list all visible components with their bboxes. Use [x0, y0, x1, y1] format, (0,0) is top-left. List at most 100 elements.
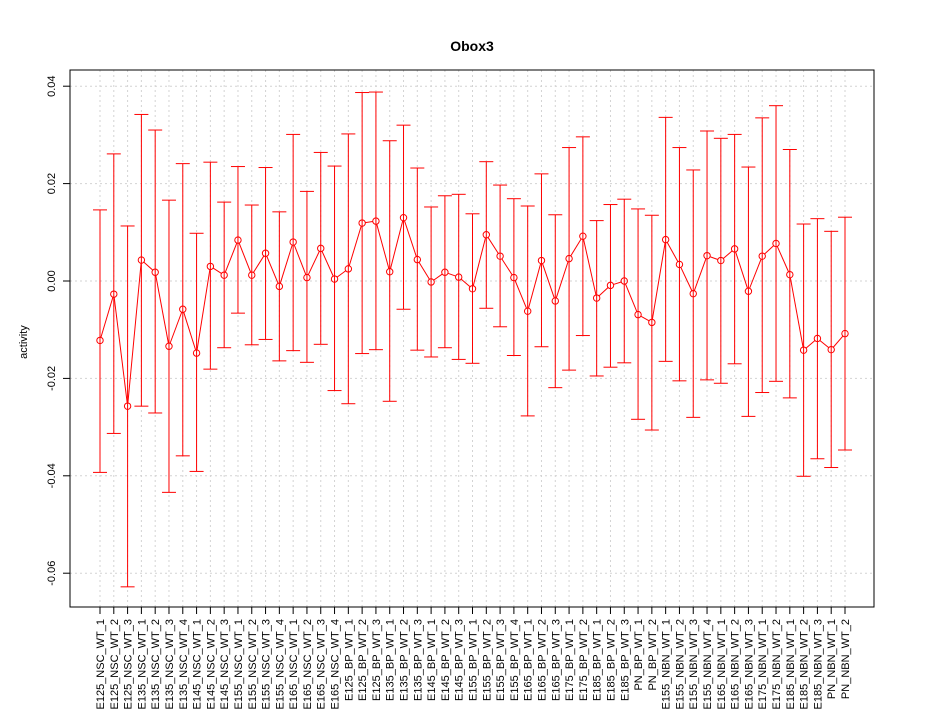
data-point	[317, 244, 325, 253]
series-line-segment	[113, 297, 128, 404]
series-line-segment	[625, 283, 638, 312]
axes-layer: 0.04 0.02 0.00 -0.02 -0.04 -0.06 E125_NSC_WT_1…	[46, 75, 852, 709]
points-layer	[96, 213, 849, 410]
series-line-segment	[514, 280, 527, 309]
series-line-segment	[293, 244, 307, 275]
x-tick-label: PN_BP_WT_1	[633, 619, 645, 691]
data-point	[248, 271, 256, 279]
series-line-segment	[238, 242, 252, 273]
x-tick-label: E185_NBN_WT_2	[799, 619, 811, 710]
data-point	[620, 277, 628, 285]
x-tick-label: E145_NSC_WT_1	[192, 619, 204, 710]
series-line-segment	[776, 246, 789, 272]
x-tick-label: E185_BP_WT_3	[619, 619, 631, 701]
y-tick-label: 0.00	[46, 270, 58, 291]
data-point	[634, 310, 642, 319]
data-point	[303, 273, 311, 282]
x-tick-label: E125_NSC_WT_3	[123, 619, 135, 710]
data-point	[661, 235, 670, 244]
grid-layer	[70, 70, 874, 607]
data-point	[648, 318, 656, 327]
series-line-segment	[819, 340, 830, 349]
data-point	[551, 297, 559, 305]
series-line-segment	[365, 221, 373, 224]
data-point	[565, 254, 573, 263]
data-point	[482, 231, 490, 239]
series-line-segment	[266, 256, 279, 284]
data-point	[399, 213, 408, 222]
series-line-segment	[735, 251, 748, 289]
x-tick-label: E165_NSC_WT_4	[330, 619, 342, 710]
data-point	[675, 260, 684, 269]
y-tick-label: -0.04	[46, 463, 58, 488]
series-line-segment	[501, 258, 513, 276]
x-tick-label: E175_NBN_WT_1	[757, 619, 769, 710]
data-point	[261, 249, 270, 257]
x-tick-label: E165_NSC_WT_3	[316, 619, 328, 710]
series-line-segment	[418, 262, 430, 280]
data-point	[703, 251, 711, 260]
series-line-segment	[598, 287, 609, 297]
series-line-segment	[196, 269, 211, 350]
series-line-segment	[709, 256, 718, 260]
data-point	[717, 256, 725, 265]
data-point	[372, 217, 380, 225]
series-line-segment	[487, 237, 499, 254]
x-tick-label: E155_BP_WT_3	[495, 619, 507, 701]
data-point	[179, 305, 187, 313]
series-line-segment	[336, 270, 347, 278]
data-point	[510, 273, 518, 282]
x-tick-label: E165_NBN_WT_2	[730, 619, 742, 710]
series-line-segment	[832, 335, 844, 348]
data-point	[441, 268, 449, 276]
series-line-layer	[100, 220, 844, 404]
x-tick-label: E145_NSC_WT_3	[219, 619, 231, 710]
x-tick-label: E125_NSC_WT_2	[109, 619, 121, 710]
series-line-segment	[100, 297, 114, 338]
series-line-segment	[376, 224, 390, 269]
x-tick-label: E135_BP_WT_2	[399, 619, 411, 701]
x-tick-label: E155_NBN_WT_4	[702, 619, 714, 710]
series-line-segment	[570, 238, 582, 257]
x-tick-label: E145_NSC_WT_2	[205, 619, 217, 710]
series-line-segment	[555, 261, 569, 299]
x-tick-label: PN_BP_WT_2	[647, 619, 659, 691]
x-tick-label: E135_NSC_WT_2	[150, 619, 162, 710]
data-point	[137, 256, 146, 264]
series-line-segment	[789, 277, 804, 348]
series-line-segment	[749, 258, 762, 289]
x-tick-label: E155_BP_WT_2	[481, 619, 493, 701]
data-point	[841, 329, 849, 338]
series-line-segment	[224, 242, 238, 273]
series-line-segment	[253, 255, 265, 273]
data-point	[413, 255, 422, 264]
data-point	[110, 290, 118, 298]
x-tick-label: E155_NSC_WT_2	[247, 619, 259, 710]
chart-title: Obox3	[450, 38, 494, 54]
x-tick-label: E155_NBN_WT_1	[661, 619, 673, 710]
series-line-segment	[472, 237, 486, 286]
x-tick-label: PN_NBN_WT_1	[826, 619, 838, 699]
series-line-segment	[447, 272, 456, 277]
data-point	[192, 349, 201, 357]
x-tick-label: E135_NSC_WT_1	[136, 619, 148, 710]
x-tick-label: E175_BP_WT_1	[564, 619, 576, 701]
data-point	[537, 256, 546, 265]
data-point	[455, 273, 463, 281]
series-line-segment	[307, 251, 320, 275]
series-line-segment	[666, 242, 679, 262]
series-line-segment	[169, 312, 183, 344]
y-tick-label: -0.02	[46, 366, 58, 391]
data-point	[96, 336, 104, 345]
x-tick-label: E175_NBN_WT_2	[771, 619, 783, 710]
x-tick-label: E135_NSC_WT_4	[178, 619, 190, 710]
y-axis-label: activity	[18, 325, 30, 359]
x-tick-label: E165_BP_WT_2	[536, 619, 548, 701]
x-tick-label: E155_NSC_WT_1	[233, 619, 245, 710]
data-point	[344, 265, 353, 273]
series-line-segment	[183, 312, 197, 351]
data-point	[827, 345, 835, 354]
data-point	[744, 287, 753, 295]
x-tick-label: E125_BP_WT_1	[343, 619, 355, 701]
